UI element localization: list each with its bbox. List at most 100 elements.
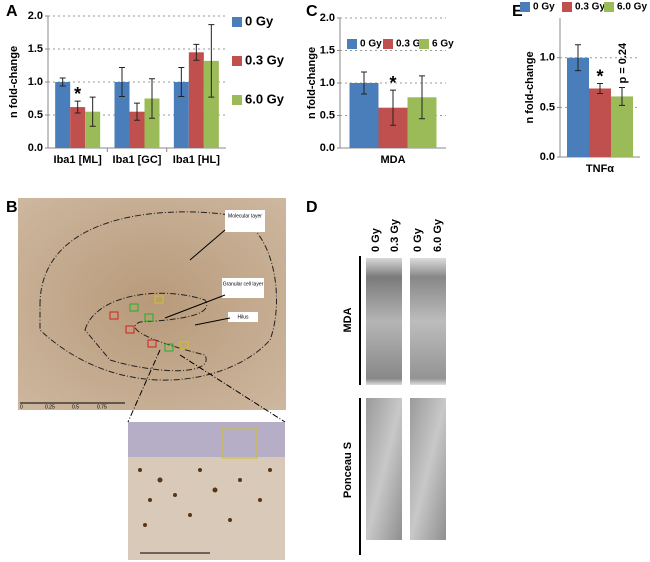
panel-label: C	[306, 3, 318, 20]
scale-label: 0.25	[45, 404, 55, 410]
error-bar	[134, 102, 140, 121]
pointer	[164, 294, 226, 319]
error-bar	[619, 87, 625, 106]
y-tick-label: 0.5	[28, 109, 43, 121]
legend-label: 0 Gy	[360, 39, 382, 50]
blot-label: MDA	[342, 307, 354, 332]
region-label: Molecular layer	[228, 213, 262, 219]
scale-label: 0	[20, 404, 23, 410]
x-tick-label: MDA	[380, 154, 405, 166]
y-tick-label: 2.0	[28, 10, 43, 22]
legend-swatch	[520, 2, 530, 12]
error-bar	[193, 43, 200, 61]
y-tick-label: 1.5	[320, 44, 335, 56]
panel-label: A	[6, 3, 18, 20]
x-tick-label: Iba1 [GC]	[113, 154, 162, 166]
bar	[173, 82, 189, 148]
y-axis-label: n fold-change	[8, 46, 20, 118]
y-tick-label: 2.0	[320, 12, 335, 24]
legend-label: 6.0 Gy	[245, 91, 285, 106]
panel-label: B	[6, 199, 18, 216]
blot-image	[366, 398, 402, 540]
annotation: *	[596, 66, 603, 86]
error-bar	[575, 44, 581, 72]
scale-label: 0.75	[97, 404, 107, 410]
roi-boxes	[109, 295, 189, 352]
bar	[129, 111, 145, 148]
bar	[114, 82, 130, 148]
legend-swatch	[347, 39, 357, 49]
blot-image	[366, 258, 402, 385]
panel-label: D	[306, 199, 318, 216]
y-tick-label: 0.5	[540, 101, 555, 113]
x-tick-label: TNFα	[586, 163, 614, 175]
lane-label: 0 Gy	[370, 227, 382, 252]
histology-image	[18, 198, 286, 410]
region-outline	[84, 292, 208, 372]
y-tick-label: 1.0	[540, 52, 555, 64]
error-bar	[208, 24, 215, 98]
annotation: *	[74, 84, 81, 104]
panel-label: E	[512, 3, 523, 20]
error-bar	[361, 71, 367, 95]
error-bar	[597, 83, 603, 94]
label-box	[225, 210, 265, 232]
bar	[203, 60, 219, 148]
bar	[70, 107, 86, 148]
legend-label: 6.0 Gy	[617, 2, 647, 13]
legend-swatch	[232, 95, 242, 105]
lane-label: 6.0 Gy	[432, 218, 444, 252]
zoom-lines	[127, 349, 286, 423]
bar	[85, 111, 101, 148]
lane-label: 0.3 Gy	[389, 218, 401, 252]
region-label: Granular cell layer	[223, 281, 264, 287]
y-tick-label: 0.5	[320, 109, 335, 121]
legend-label: 0.3 Gy	[575, 2, 605, 13]
scale-label: 0.5	[72, 404, 79, 410]
bar	[144, 98, 160, 148]
y-tick-label: 0.0	[28, 142, 43, 154]
y-tick-label: 1.0	[28, 76, 43, 88]
legend-label: 0 Gy	[533, 2, 555, 13]
error-bar	[178, 66, 185, 98]
annotation: p = 0.24	[617, 42, 629, 84]
bar	[611, 96, 633, 157]
error-bar	[119, 66, 125, 98]
legend-swatch	[232, 17, 242, 27]
inset-layer	[128, 422, 285, 457]
y-tick-label: 0.0	[320, 142, 335, 154]
legend-swatch	[562, 2, 572, 12]
legend-swatch	[419, 39, 429, 49]
blot-label: Ponceau S	[342, 442, 354, 498]
label-box	[228, 312, 258, 322]
x-tick-label: Iba1 [HL]	[173, 154, 220, 166]
y-tick-label: 1.5	[28, 43, 43, 55]
legend-label: 0.3 Gy	[396, 39, 426, 50]
legend-swatch	[383, 39, 393, 49]
roi-box	[221, 427, 258, 459]
label-box	[222, 278, 264, 298]
annotation: *	[389, 73, 396, 93]
error-bar	[149, 78, 155, 119]
error-bar	[74, 100, 81, 114]
error-bar	[419, 75, 425, 120]
error-bar	[390, 89, 396, 126]
region-label: Hilus	[237, 314, 249, 320]
y-tick-label: 0.0	[540, 151, 555, 163]
y-axis-label: n fold-change	[524, 51, 536, 123]
bar	[55, 82, 71, 148]
blot-image	[410, 258, 446, 385]
pointer	[189, 229, 226, 261]
cells	[138, 468, 272, 527]
error-bar	[59, 77, 66, 87]
legend-swatch	[232, 56, 242, 66]
y-tick-label: 1.0	[320, 77, 335, 89]
pointer	[194, 317, 231, 326]
y-axis-label: n fold-change	[306, 47, 318, 119]
blot-image	[410, 398, 446, 540]
legend-swatch	[604, 2, 614, 12]
x-tick-label: Iba1 [ML]	[54, 154, 103, 166]
legend-label: 0 Gy	[245, 13, 274, 28]
error-bar	[89, 96, 96, 127]
